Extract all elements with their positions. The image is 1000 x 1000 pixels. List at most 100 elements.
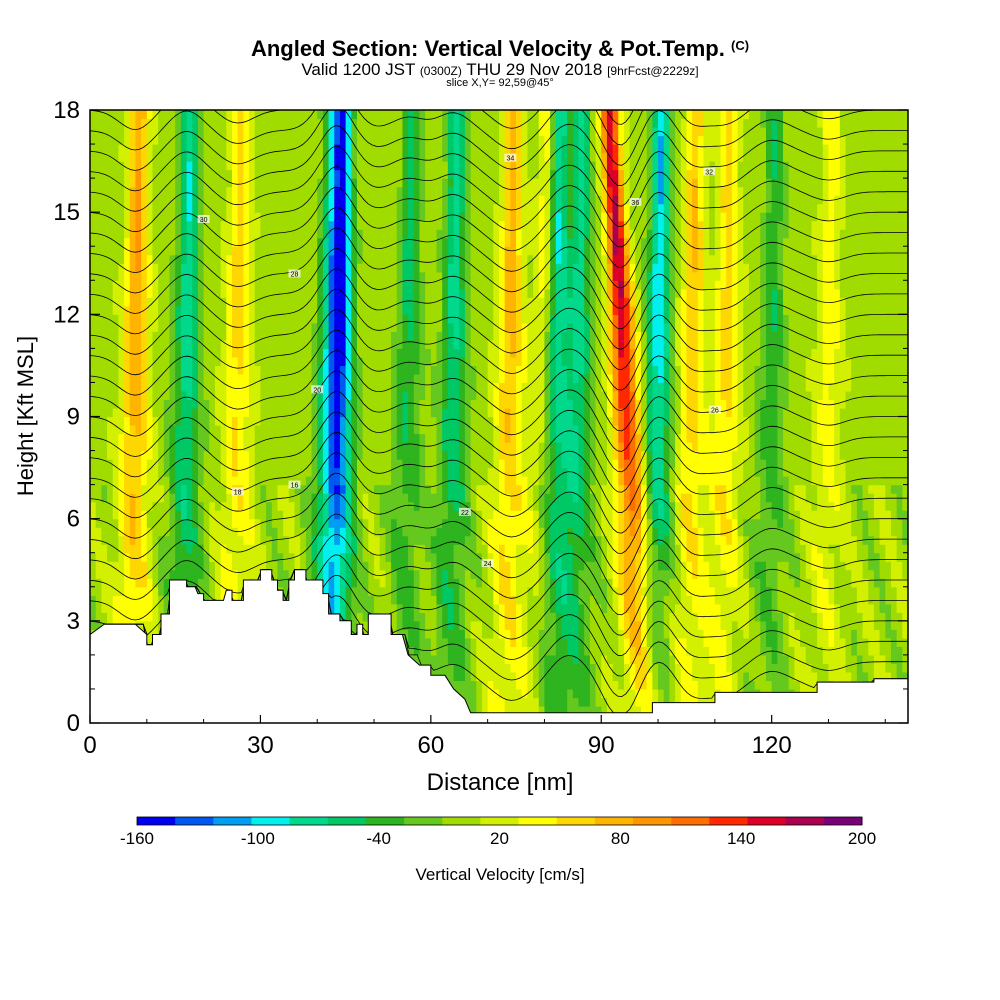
velocity-cell bbox=[203, 442, 210, 452]
velocity-cell bbox=[101, 254, 108, 264]
velocity-cell bbox=[266, 552, 273, 562]
velocity-cell bbox=[453, 671, 460, 682]
velocity-cell bbox=[288, 561, 296, 571]
velocity-cell bbox=[470, 118, 477, 128]
velocity-cell bbox=[101, 518, 108, 528]
velocity-cell bbox=[413, 407, 421, 418]
velocity-cell bbox=[260, 348, 267, 358]
velocity-cell bbox=[249, 407, 256, 418]
velocity-cell bbox=[249, 288, 256, 298]
velocity-cell bbox=[408, 127, 415, 137]
velocity-cell bbox=[356, 399, 364, 409]
velocity-cell bbox=[294, 365, 301, 375]
velocity-cell bbox=[124, 382, 131, 392]
velocity-cell bbox=[152, 305, 159, 315]
velocity-cell bbox=[197, 305, 205, 315]
velocity-cell bbox=[345, 535, 352, 545]
velocity-cell bbox=[396, 467, 404, 477]
velocity-cell bbox=[425, 195, 432, 205]
velocity-cell bbox=[175, 356, 182, 367]
velocity-cell bbox=[351, 305, 358, 315]
velocity-cell bbox=[442, 229, 449, 239]
velocity-cell bbox=[470, 382, 477, 392]
velocity-cell bbox=[436, 331, 443, 341]
velocity-cell bbox=[351, 586, 358, 596]
velocity-cell bbox=[124, 127, 131, 137]
velocity-cell bbox=[362, 399, 369, 409]
velocity-cell bbox=[209, 288, 216, 298]
velocity-cell bbox=[447, 178, 455, 188]
velocity-cell bbox=[356, 254, 364, 264]
velocity-cell bbox=[476, 476, 483, 486]
velocity-cell bbox=[322, 263, 330, 273]
velocity-cell bbox=[300, 127, 307, 137]
velocity-cell bbox=[413, 552, 421, 562]
velocity-cell bbox=[90, 569, 97, 579]
velocity-cell bbox=[90, 203, 97, 213]
velocity-cell bbox=[362, 382, 369, 392]
velocity-cell bbox=[294, 237, 301, 247]
velocity-cell bbox=[101, 612, 108, 622]
velocity-cell bbox=[402, 578, 409, 588]
velocity-cell bbox=[305, 425, 313, 435]
velocity-cell bbox=[374, 416, 381, 426]
velocity-cell bbox=[362, 356, 369, 367]
velocity-cell bbox=[425, 356, 432, 367]
velocity-cell bbox=[260, 459, 267, 469]
velocity-cell bbox=[351, 373, 358, 384]
velocity-cell bbox=[192, 373, 199, 384]
velocity-cell bbox=[175, 450, 182, 460]
velocity-cell bbox=[476, 220, 483, 230]
velocity-cell bbox=[124, 135, 131, 145]
velocity-cell bbox=[180, 476, 188, 486]
velocity-cell bbox=[214, 348, 222, 358]
velocity-cell bbox=[283, 459, 290, 469]
velocity-cell bbox=[129, 586, 137, 596]
velocity-cell bbox=[266, 459, 273, 469]
velocity-cell bbox=[169, 229, 176, 239]
velocity-cell bbox=[322, 348, 330, 358]
velocity-cell bbox=[249, 212, 256, 222]
velocity-cell bbox=[476, 203, 483, 213]
velocity-cell bbox=[209, 578, 216, 588]
velocity-cell bbox=[402, 297, 409, 307]
velocity-cell bbox=[300, 280, 307, 290]
velocity-cell bbox=[226, 280, 233, 290]
velocity-cell bbox=[430, 578, 438, 588]
velocity-cell bbox=[402, 569, 409, 579]
velocity-cell bbox=[362, 348, 369, 358]
velocity-cell bbox=[141, 229, 148, 239]
velocity-cell bbox=[317, 544, 324, 554]
velocity-cell bbox=[305, 271, 313, 281]
velocity-cell bbox=[396, 254, 404, 264]
velocity-cell bbox=[425, 407, 432, 418]
velocity-cell bbox=[158, 356, 165, 367]
velocity-cell bbox=[362, 450, 369, 460]
velocity-cell bbox=[180, 544, 188, 554]
velocity-cell bbox=[453, 152, 460, 162]
velocity-cell bbox=[459, 271, 466, 281]
velocity-cell bbox=[209, 365, 216, 375]
velocity-cell bbox=[419, 390, 426, 401]
velocity-cell bbox=[362, 501, 369, 511]
velocity-cell bbox=[101, 493, 108, 503]
velocity-cell bbox=[322, 237, 330, 247]
velocity-cell bbox=[442, 305, 449, 315]
slice-info: slice X,Y= 92,59@45° bbox=[446, 77, 554, 89]
velocity-cell bbox=[158, 314, 165, 324]
velocity-cell bbox=[288, 450, 296, 460]
velocity-cell bbox=[107, 416, 114, 426]
velocity-cell bbox=[328, 212, 335, 222]
velocity-cell bbox=[101, 229, 108, 239]
velocity-cell bbox=[311, 433, 318, 443]
velocity-cell bbox=[436, 544, 443, 554]
velocity-cell bbox=[124, 552, 131, 562]
velocity-cell bbox=[169, 110, 176, 120]
velocity-cell bbox=[311, 365, 318, 375]
velocity-cell bbox=[385, 425, 392, 435]
velocity-cell bbox=[464, 476, 472, 486]
velocity-cell bbox=[118, 246, 125, 256]
velocity-cell bbox=[328, 348, 335, 358]
velocity-cell bbox=[169, 339, 176, 349]
velocity-cell bbox=[283, 544, 290, 554]
